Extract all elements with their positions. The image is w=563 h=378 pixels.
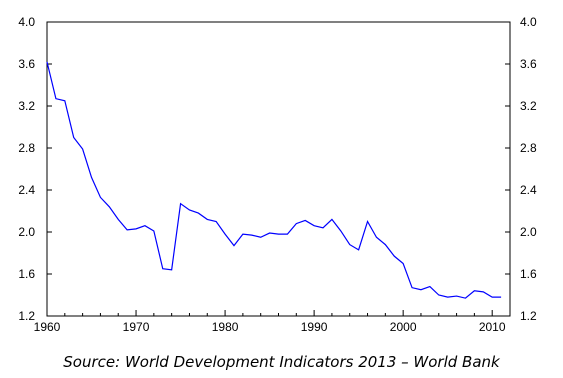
- y-tick-label-right: 3.6: [520, 57, 537, 71]
- y-tick-label-right: 2.0: [520, 225, 537, 239]
- y-tick-label-left: 4.0: [18, 15, 35, 29]
- y-tick-label-left: 1.2: [18, 309, 35, 323]
- source-caption: Source: World Development Indicators 201…: [63, 353, 500, 371]
- y-tick-label-right: 2.4: [520, 183, 537, 197]
- x-tick-label: 1990: [301, 320, 328, 334]
- y-tick-label-left: 3.6: [18, 57, 35, 71]
- y-tick-label-right: 3.2: [520, 99, 537, 113]
- series-line: [46, 61, 502, 299]
- x-tick-label: 1970: [123, 320, 150, 334]
- y-tick-label-right: 4.0: [520, 15, 537, 29]
- y-tick-label-left: 2.4: [18, 183, 35, 197]
- y-tick-label-right: 1.6: [520, 267, 537, 281]
- y-tick-label-left: 2.0: [18, 225, 35, 239]
- x-tick-label: 2010: [479, 320, 506, 334]
- y-tick-label-right: 2.8: [520, 141, 537, 155]
- x-tick-label: 1960: [34, 320, 61, 334]
- y-tick-label-left: 2.8: [18, 141, 35, 155]
- y-tick-label-left: 3.2: [18, 99, 35, 113]
- y-tick-label-right: 1.2: [520, 309, 537, 323]
- x-tick-label: 2000: [390, 320, 417, 334]
- x-tick-label: 1980: [212, 320, 239, 334]
- plot-frame: [46, 21, 511, 317]
- y-tick-label-left: 1.6: [18, 267, 35, 281]
